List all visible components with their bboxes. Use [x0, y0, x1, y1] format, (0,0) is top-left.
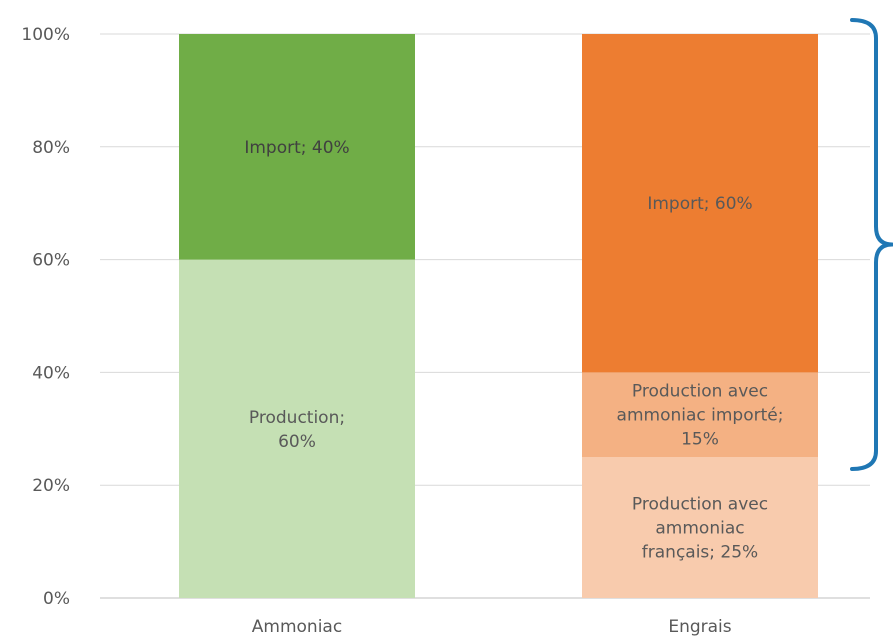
- data-label: Import; 60%: [647, 194, 752, 214]
- y-tick-label: 20%: [32, 476, 70, 496]
- bar-segment-ammoniac: [179, 34, 415, 260]
- brace-annotation: [850, 18, 893, 471]
- bar-segment-ammoniac: [179, 259, 415, 598]
- curly-brace: [850, 18, 893, 471]
- x-category-label: Engrais: [668, 617, 731, 637]
- data-label-line: ammoniac: [655, 519, 744, 539]
- data-label-line: Production;: [249, 408, 345, 428]
- bar-segment-engrais: [582, 34, 818, 373]
- data-label: Import; 40%: [244, 138, 349, 158]
- y-tick-label: 100%: [21, 25, 70, 45]
- data-label-line: 60%: [278, 432, 316, 452]
- x-category-label: Ammoniac: [252, 617, 342, 637]
- data-label-line: Import; 40%: [244, 138, 349, 158]
- data-label-line: Import; 60%: [647, 194, 752, 214]
- bar-segment-engrais: [582, 457, 818, 598]
- data-label: Production; 60%: [249, 408, 345, 452]
- y-axis-tick-labels: 0% 20% 40% 60% 80% 100%: [21, 25, 70, 609]
- data-label: Production avec ammoniac importé; 15%: [617, 382, 784, 450]
- x-axis-category-labels: Ammoniac Engrais: [252, 617, 732, 637]
- y-tick-label: 0%: [43, 589, 70, 609]
- data-label: Production avec ammoniac français; 25%: [632, 495, 768, 563]
- data-label-line: Production avec: [632, 382, 768, 402]
- data-label-line: 15%: [681, 430, 719, 450]
- bars: Production; 60% Import; 40% Production avec…: [179, 34, 818, 598]
- y-tick-label: 80%: [32, 138, 70, 158]
- bar-segment-engrais: [582, 372, 818, 457]
- y-tick-label: 40%: [32, 363, 70, 383]
- y-tick-label: 60%: [32, 251, 70, 271]
- data-label-line: Production avec: [632, 495, 768, 515]
- data-label-line: ammoniac importé;: [617, 406, 784, 426]
- data-label-line: français; 25%: [642, 543, 758, 563]
